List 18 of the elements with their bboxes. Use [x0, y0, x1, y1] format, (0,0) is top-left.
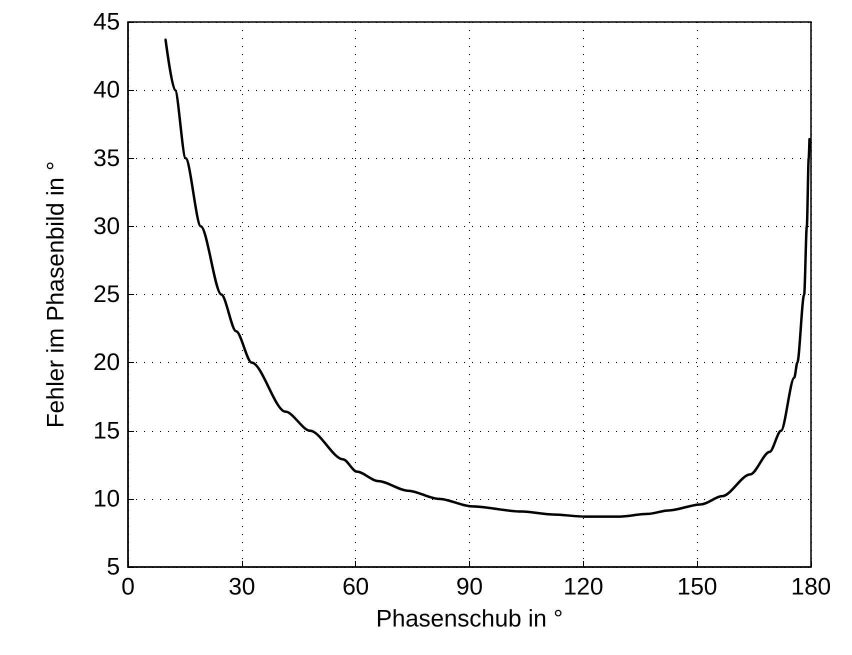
y-tick-label: 5: [106, 554, 120, 580]
x-tick-label: 60: [342, 574, 370, 600]
x-tick-label: 0: [121, 574, 135, 600]
y-tick-label: 20: [93, 349, 120, 376]
x-tick-label: 90: [456, 574, 483, 600]
y-tick-label: 45: [93, 8, 120, 36]
y-tick-label: 35: [93, 144, 120, 172]
y-tick-label: 15: [93, 417, 120, 444]
x-tick-label: 120: [563, 574, 604, 600]
y-tick-label: 30: [93, 212, 120, 240]
x-tick-label: 180: [790, 574, 832, 600]
x-axis-title: Phasenschub in °: [376, 606, 564, 632]
y-tick-label: 40: [93, 76, 120, 104]
y-tick-label: 10: [93, 485, 120, 512]
y-tick-label: 25: [93, 281, 120, 308]
x-tick-label: 150: [677, 574, 718, 600]
y-axis-title: Fehler im Phasenbild in °: [42, 160, 70, 428]
x-tick-label: 30: [228, 574, 256, 600]
